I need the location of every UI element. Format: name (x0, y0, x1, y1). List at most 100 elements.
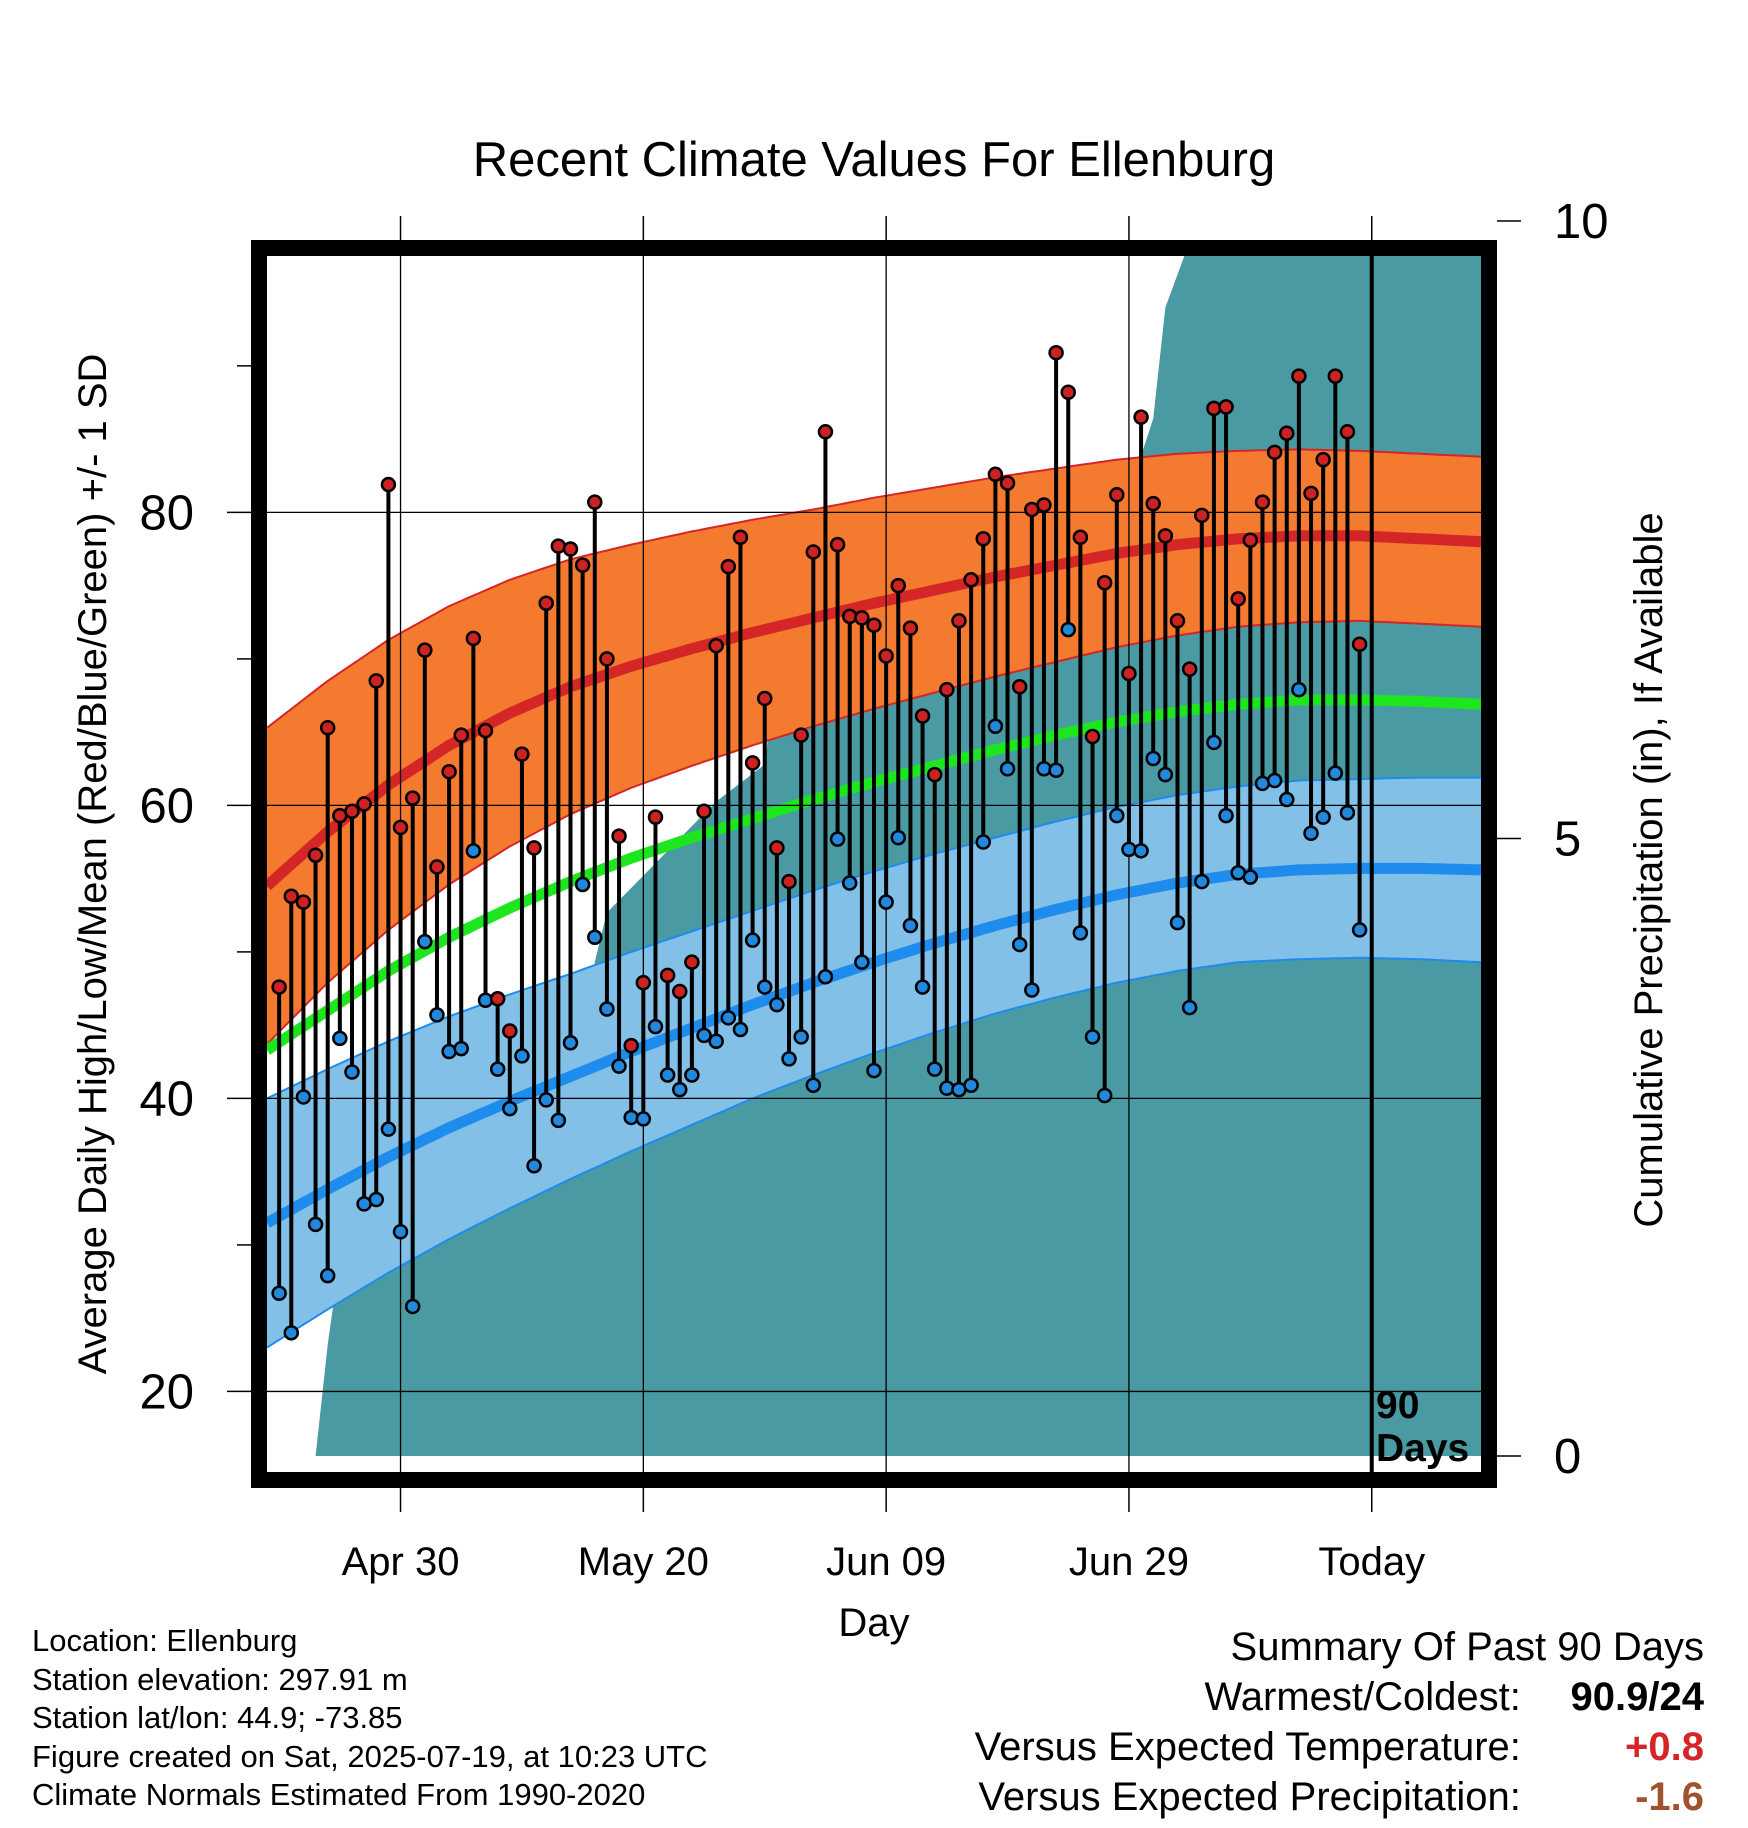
low-point (1218, 807, 1234, 824)
y2-tick-label: 5 (1554, 813, 1581, 867)
station-info: Location: Ellenburg Station elevation: 2… (32, 1622, 708, 1815)
low-point (902, 917, 919, 934)
low-point (684, 1067, 700, 1083)
low-point (1181, 999, 1198, 1016)
high-point (744, 755, 761, 771)
low-point (647, 1018, 664, 1035)
x-tick-label: Jun 29 (1069, 1540, 1189, 1584)
y-tick-label: 80 (139, 486, 194, 540)
low-point (429, 1007, 445, 1023)
high-point (465, 630, 482, 647)
high-point (1096, 574, 1113, 591)
x-tick-label: May 20 (578, 1540, 709, 1584)
low-point (441, 1043, 457, 1060)
high-point (574, 557, 591, 573)
high-point (890, 577, 907, 594)
high-point (1181, 661, 1198, 677)
low-point (805, 1077, 822, 1093)
low-point (781, 1051, 797, 1067)
high-point (708, 637, 724, 654)
temp-delta-value: +0.8 (1625, 1725, 1704, 1769)
daily-range-stems (277, 256, 1374, 1472)
high-point (987, 466, 1004, 483)
high-point (283, 888, 300, 904)
high-point (756, 690, 773, 707)
high-point (1254, 494, 1271, 510)
low-point (1145, 750, 1161, 767)
high-point (732, 529, 749, 546)
high-point (647, 809, 664, 825)
temp-label: Versus Expected Temperature: (974, 1725, 1521, 1769)
low-point (1242, 869, 1259, 885)
high-point (477, 722, 494, 739)
high-point (380, 476, 397, 493)
high-point (720, 558, 737, 575)
high-point (344, 803, 360, 820)
high-point (1230, 591, 1246, 607)
high-point (1266, 444, 1283, 461)
low-point (975, 834, 992, 850)
low-point (987, 718, 1004, 735)
high-point (854, 610, 870, 626)
x-tick-label: Jun 09 (826, 1540, 946, 1584)
low-point (1315, 809, 1331, 825)
low-point (332, 1030, 348, 1047)
low-point (404, 1298, 421, 1315)
low-point (1254, 775, 1271, 792)
low-point (914, 979, 931, 995)
low-point (659, 1067, 676, 1083)
y-tick-label: 20 (139, 1365, 194, 1419)
high-point (1011, 678, 1028, 695)
low-point (502, 1100, 518, 1117)
high-point (538, 595, 554, 611)
high-normal-line (267, 530, 1481, 891)
low-point (672, 1081, 688, 1098)
high-point (502, 1023, 518, 1039)
high-point (1157, 528, 1174, 544)
high-point (684, 954, 700, 970)
low-point (1194, 873, 1210, 890)
low-point (720, 1010, 737, 1026)
high-point (866, 617, 882, 633)
chart-title: Recent Climate Values For Ellenburg (473, 133, 1276, 187)
x-tick-label: Today (1318, 1540, 1425, 1584)
low-point (489, 1061, 506, 1077)
high-point (295, 894, 312, 910)
low-point (1157, 766, 1174, 783)
high-point (975, 531, 992, 547)
low-point (817, 969, 834, 985)
low-point (1206, 734, 1222, 751)
low-point (1084, 1029, 1101, 1045)
y2-axis-label: Cumulative Precipitation (in), If Availa… (1627, 512, 1671, 1227)
high-point (587, 494, 603, 510)
high-point (392, 819, 409, 836)
low-point (574, 876, 591, 893)
plot-border (251, 240, 1497, 1488)
low-point (550, 1112, 567, 1129)
high-point (514, 746, 530, 762)
high-point (1121, 665, 1137, 682)
low-point (307, 1216, 324, 1233)
summary-heading: Summary Of Past 90 Days (1230, 1625, 1704, 1669)
today-marker-label: Days (1376, 1427, 1469, 1470)
low-point (562, 1034, 579, 1051)
high-point (562, 541, 579, 557)
low-point (295, 1089, 312, 1105)
high-point (672, 983, 688, 1000)
high-point (1145, 495, 1161, 512)
summary-precip-row: Versus Expected Precipitation: -1.6 (975, 1772, 1704, 1822)
high-point (404, 790, 421, 806)
low-point (368, 1191, 385, 1208)
high-point (441, 763, 457, 780)
today-marker-label: 90 (1376, 1384, 1419, 1427)
high-point (1060, 384, 1076, 401)
high-point (1194, 507, 1210, 524)
high-point (817, 424, 834, 440)
high-point (951, 613, 967, 629)
high-point (781, 873, 797, 890)
x-axis-label: Day (838, 1601, 909, 1645)
x-tick-label: Apr 30 (342, 1540, 460, 1584)
low-point (1024, 982, 1040, 998)
low-point (829, 831, 846, 847)
